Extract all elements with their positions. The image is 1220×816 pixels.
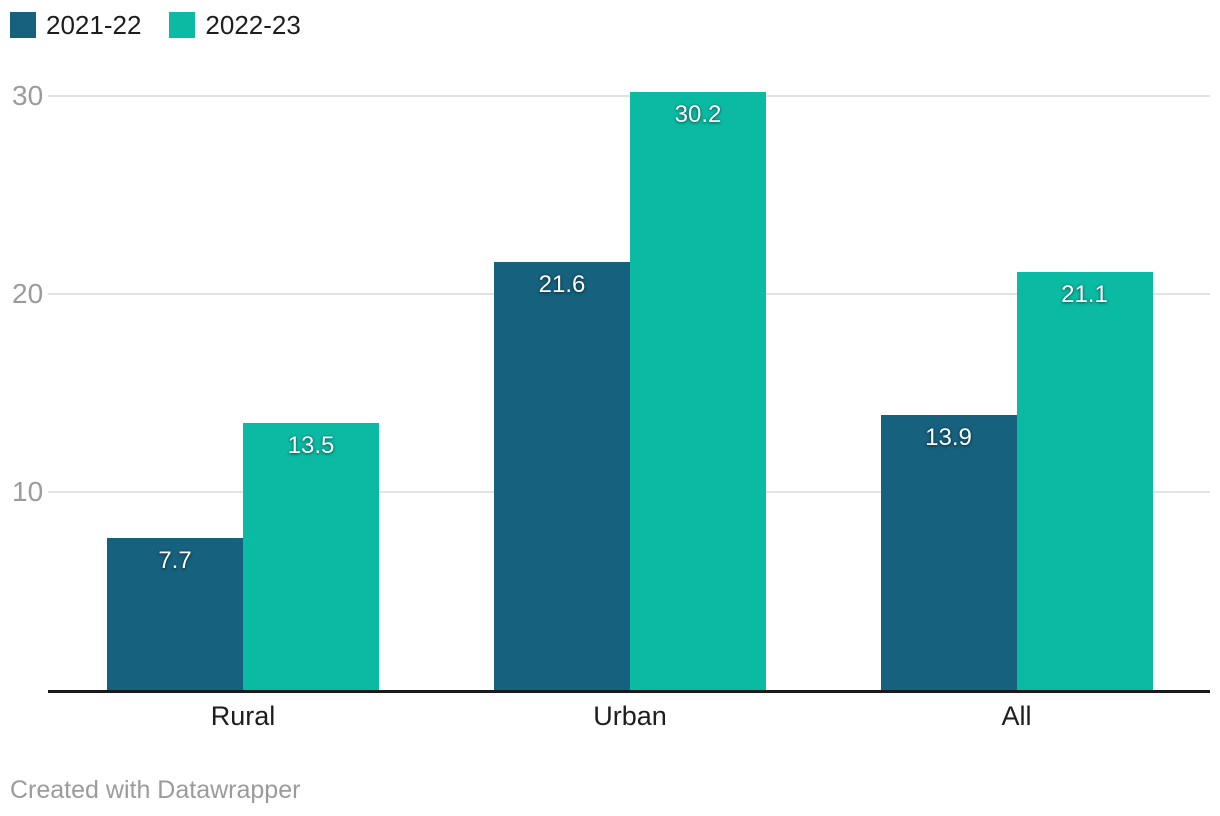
bar-value-label: 21.6 bbox=[538, 271, 586, 299]
y-tick-label: 30 bbox=[12, 80, 44, 111]
bar-urban-2021-22 bbox=[494, 262, 630, 690]
bar-all-2022-23 bbox=[1016, 272, 1153, 690]
bar-value-label: 13.5 bbox=[287, 431, 335, 459]
x-category-label: Urban bbox=[593, 701, 667, 731]
bar-value-label: 21.1 bbox=[1061, 281, 1108, 309]
legend-item-2022-23: 2022-23 bbox=[169, 10, 301, 40]
x-axis-baseline bbox=[48, 690, 1210, 693]
legend-swatch-icon bbox=[10, 12, 36, 38]
legend: 2021-22 2022-23 bbox=[10, 12, 301, 38]
bar-value-label: 7.7 bbox=[158, 546, 192, 574]
bar-value-label: 30.2 bbox=[674, 101, 722, 129]
bar-rural-2021-22 bbox=[107, 537, 243, 690]
bar-rural-2022-23 bbox=[243, 422, 379, 690]
bar-value-label: 13.9 bbox=[925, 423, 972, 451]
x-category-label: All bbox=[1001, 701, 1032, 731]
legend-item-2021-22: 2021-22 bbox=[10, 12, 141, 38]
legend-swatch-icon bbox=[169, 12, 196, 38]
bar-urban-2022-23 bbox=[630, 92, 766, 690]
plot-area: 10 20 30 7.7 21.6 13.9 13.5 30.2 21.1 Rural Urban A… bbox=[12, 80, 1210, 731]
gridline-y-30 bbox=[48, 95, 1210, 97]
bar-all-2021-22 bbox=[880, 414, 1017, 690]
y-tick-label: 10 bbox=[12, 476, 44, 507]
y-tick-label: 20 bbox=[12, 278, 44, 309]
legend-label: 2021-22 bbox=[46, 10, 142, 40]
legend-label: 2022-23 bbox=[205, 10, 301, 40]
footer-credit: Created with Datawrapper bbox=[10, 776, 301, 804]
x-category-label: Rural bbox=[210, 701, 276, 731]
